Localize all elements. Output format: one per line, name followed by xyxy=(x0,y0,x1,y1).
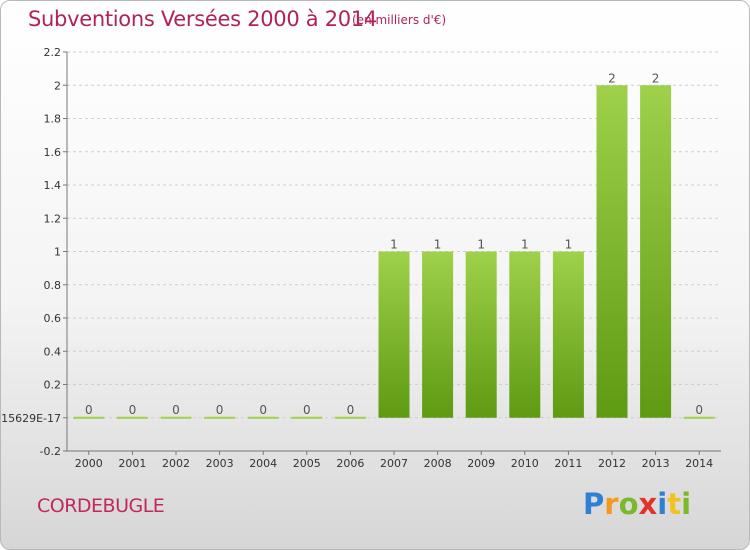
y-tick-label: 1.2 xyxy=(44,212,62,225)
y-tick-label: 0.4 xyxy=(44,345,62,358)
bar xyxy=(640,85,672,418)
data-label: 0 xyxy=(695,403,703,417)
x-tick-label: 2009 xyxy=(467,457,495,470)
data-label: 1 xyxy=(565,238,573,252)
y-tick-label: 2 xyxy=(54,79,61,92)
bar xyxy=(552,251,584,418)
data-label: 1 xyxy=(434,238,442,252)
y-tick-label: 1.8 xyxy=(44,113,62,126)
x-tick-label: 2010 xyxy=(511,457,539,470)
x-tick-label: 2005 xyxy=(293,457,321,470)
bar xyxy=(422,251,454,418)
data-label: 0 xyxy=(85,403,93,417)
bar xyxy=(291,416,323,419)
data-label: 0 xyxy=(129,403,137,417)
proxiti-logo: Proxiti xyxy=(583,487,692,521)
y-tick-label: 2.2 xyxy=(44,46,62,59)
x-tick-label: 2012 xyxy=(598,457,626,470)
x-tick-label: 2003 xyxy=(206,457,234,470)
y-tick-label: 1.6 xyxy=(44,146,62,159)
y-tick-label: 0.8 xyxy=(44,279,62,292)
bar xyxy=(465,251,497,418)
x-tick-label: 2001 xyxy=(118,457,146,470)
x-tick-label: 2007 xyxy=(380,457,408,470)
data-label: 1 xyxy=(477,238,485,252)
chart-subtitle: (en milliers d'€) xyxy=(352,13,447,27)
x-tick-label: 2006 xyxy=(336,457,364,470)
y-tick-label: 1 xyxy=(54,246,61,259)
x-tick-label: 2002 xyxy=(162,457,190,470)
data-label: 0 xyxy=(259,403,267,417)
y-tick-label: -0.2 xyxy=(40,445,61,458)
bar xyxy=(683,416,715,419)
y-tick-label: -15629E-17 xyxy=(1,412,61,425)
y-tick-label: 1.4 xyxy=(44,179,62,192)
x-tick-label: 2008 xyxy=(424,457,452,470)
x-tick-label: 2004 xyxy=(249,457,277,470)
data-label: 1 xyxy=(521,238,529,252)
bar xyxy=(204,416,236,419)
data-label: 2 xyxy=(652,71,660,85)
x-tick-label: 2013 xyxy=(642,457,670,470)
bar xyxy=(596,85,628,418)
data-label: 0 xyxy=(303,403,311,417)
data-label: 1 xyxy=(390,238,398,252)
y-tick-label: 0.6 xyxy=(44,312,62,325)
data-label: 0 xyxy=(172,403,180,417)
y-tick-label: 0.2 xyxy=(44,379,62,392)
data-label: 0 xyxy=(216,403,224,417)
data-label: 0 xyxy=(347,403,355,417)
bar xyxy=(116,416,148,419)
bar xyxy=(334,416,366,419)
bar xyxy=(247,416,279,419)
commune-name: CORDEBUGLE xyxy=(37,495,165,517)
x-tick-label: 2011 xyxy=(554,457,582,470)
x-tick-label: 2000 xyxy=(75,457,103,470)
bar xyxy=(509,251,541,418)
bar xyxy=(73,416,105,419)
bar xyxy=(378,251,410,418)
bar xyxy=(160,416,192,419)
data-label: 2 xyxy=(608,71,616,85)
x-tick-label: 2014 xyxy=(685,457,713,470)
chart-title: Subventions Versées 2000 à 2014 xyxy=(28,7,377,31)
